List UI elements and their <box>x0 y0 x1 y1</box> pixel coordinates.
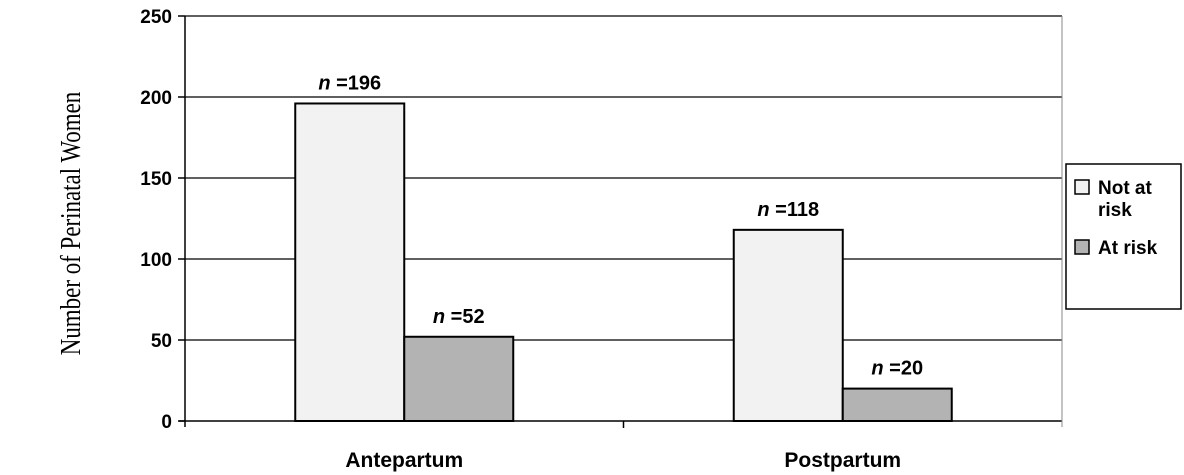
category-labels: Antepartum Postpartum <box>345 449 901 472</box>
legend-swatch <box>1074 239 1090 255</box>
bar <box>294 102 406 422</box>
legend-label: At risk <box>1098 238 1158 259</box>
bar <box>403 335 515 423</box>
bar <box>732 228 844 422</box>
y-tick-label: 250 <box>140 7 172 28</box>
legend-label: Not at <box>1098 178 1153 199</box>
data-label: n =52 <box>433 306 485 328</box>
data-label: n =196 <box>318 72 381 94</box>
bars <box>294 102 953 423</box>
y-axis-label: Number of Perinatal Women <box>55 92 87 356</box>
legend-swatch <box>1074 179 1090 195</box>
y-tick-label: 50 <box>151 331 172 352</box>
y-tick-label: 0 <box>161 412 172 433</box>
bar <box>841 387 953 423</box>
y-tick-label: 100 <box>140 250 172 271</box>
y-axis-ticks: 0 50 100 150 200 250 <box>140 7 185 433</box>
legend-label: risk <box>1098 200 1132 221</box>
category-label: Antepartum <box>345 449 463 472</box>
category-label: Postpartum <box>784 449 901 472</box>
data-label: n =20 <box>871 358 923 380</box>
data-label: n =118 <box>757 199 819 221</box>
y-tick-label: 200 <box>140 88 172 109</box>
data-labels: n =196 n =52 n =118 n =20 <box>318 72 923 379</box>
y-tick-label: 150 <box>140 169 172 190</box>
